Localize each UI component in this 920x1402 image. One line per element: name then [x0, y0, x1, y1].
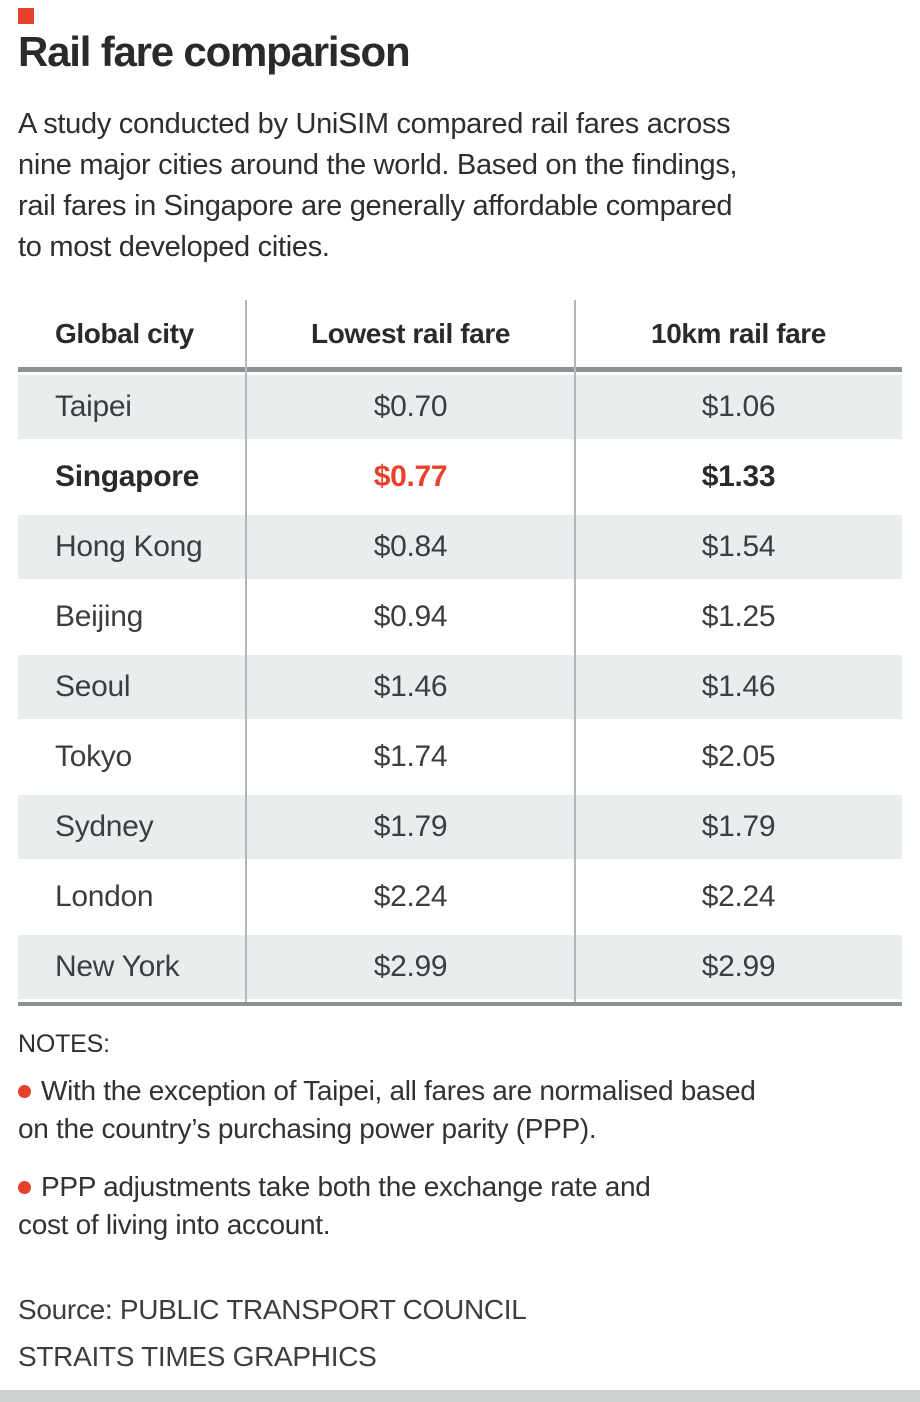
table-row-beijing: Beijing $0.94 $1.25 [18, 582, 902, 652]
table-row-london: London $2.24 $2.24 [18, 862, 902, 932]
10km-fare-cell: $1.54 [701, 530, 776, 563]
lowest-fare-cell: $1.74 [373, 740, 448, 773]
page-title: Rail fare comparison [18, 28, 411, 75]
10km-fare-cell: $2.05 [701, 740, 776, 773]
column-divider-2 [574, 300, 576, 1002]
table-row-tokyo: Tokyo $1.74 $2.05 [18, 722, 902, 792]
city-cell: Singapore [55, 460, 199, 493]
lowest-fare-cell: $0.70 [373, 390, 448, 423]
table-header-row: Global city Lowest rail fare 10km rail f… [18, 300, 902, 372]
brand-red-square [18, 8, 34, 24]
table-row-singapore: Singapore $0.77 $1.33 [18, 442, 902, 512]
note-item-ppp-normalised: With the exception of Taipei, all fares … [18, 1072, 848, 1148]
bottom-gray-bar [0, 1390, 920, 1402]
lowest-fare-cell: $0.94 [373, 600, 448, 633]
red-bullet-icon [18, 1181, 31, 1194]
table-body: Taipei $0.70 $1.06 Singapore $0.77 $1.33… [18, 372, 902, 1006]
city-cell: Hong Kong [55, 530, 203, 563]
lowest-fare-cell: $0.84 [373, 530, 448, 563]
lowest-fare-cell-highlighted: $0.77 [373, 460, 448, 493]
city-cell: London [55, 880, 154, 913]
10km-fare-cell: $1.33 [701, 460, 776, 493]
city-cell: Tokyo [55, 740, 132, 773]
10km-fare-cell: $2.24 [701, 880, 776, 913]
city-cell: Sydney [55, 810, 154, 843]
table-row-new-york: New York $2.99 $2.99 [18, 932, 902, 1002]
city-cell: Seoul [55, 670, 131, 703]
red-bullet-icon [18, 1085, 31, 1098]
column-header-global-city: Global city [55, 317, 194, 349]
intro-paragraph: A study conducted by UniSIM compared rai… [18, 108, 738, 263]
lowest-fare-cell: $1.46 [373, 670, 448, 703]
notes-label: NOTES: [18, 1030, 110, 1058]
source-credit: Source: PUBLIC TRANSPORT COUNCIL STRAITS… [18, 1294, 527, 1372]
table-row-sydney: Sydney $1.79 $1.79 [18, 792, 902, 862]
column-header-10km-rail-fare: 10km rail fare [651, 317, 826, 349]
column-divider-1 [245, 300, 247, 1002]
lowest-fare-cell: $2.99 [373, 950, 448, 983]
table-row-seoul: Seoul $1.46 $1.46 [18, 652, 902, 722]
note-item-ppp-adjustments: PPP adjustments take both the exchange r… [18, 1168, 848, 1244]
city-cell: Taipei [55, 390, 132, 423]
city-cell: Beijing [55, 600, 143, 633]
10km-fare-cell: $2.99 [701, 950, 776, 983]
fare-table: Global city Lowest rail fare 10km rail f… [18, 300, 902, 1006]
10km-fare-cell: $1.06 [701, 390, 776, 423]
note-text: With the exception of Taipei, all fares … [18, 1075, 756, 1144]
10km-fare-cell: $1.46 [701, 670, 776, 703]
note-text: PPP adjustments take both the exchange r… [18, 1171, 651, 1240]
lowest-fare-cell: $2.24 [373, 880, 448, 913]
table-row-hong-kong: Hong Kong $0.84 $1.54 [18, 512, 902, 582]
10km-fare-cell: $1.25 [701, 600, 776, 633]
city-cell: New York [55, 950, 180, 983]
table-row-taipei: Taipei $0.70 $1.06 [18, 372, 902, 442]
lowest-fare-cell: $1.79 [373, 810, 448, 843]
10km-fare-cell: $1.79 [701, 810, 776, 843]
column-header-lowest-rail-fare: Lowest rail fare [310, 317, 510, 349]
